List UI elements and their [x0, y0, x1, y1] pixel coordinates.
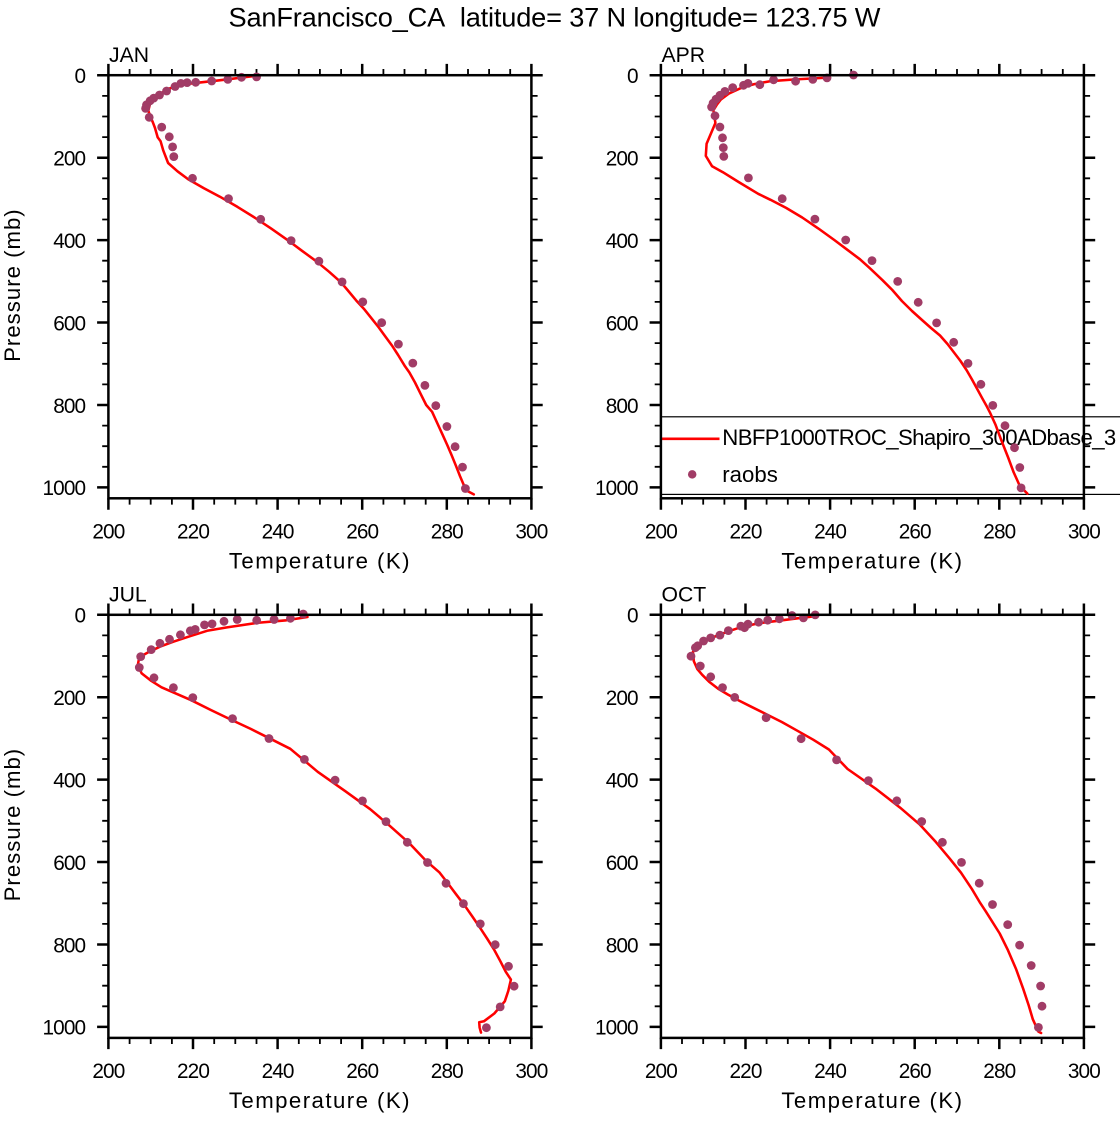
svg-text:1000: 1000 — [595, 1017, 638, 1040]
svg-text:300: 300 — [515, 1060, 547, 1083]
svg-text:0: 0 — [627, 65, 638, 88]
svg-text:Temperature (K): Temperature (K) — [781, 1088, 963, 1113]
svg-text:280: 280 — [431, 521, 463, 544]
svg-text:200: 200 — [606, 687, 638, 710]
svg-text:280: 280 — [983, 1060, 1015, 1083]
svg-text:SanFrancisco_CA latitude= 37: SanFrancisco_CA latitude= 37 N longitude… — [229, 1, 881, 32]
svg-text:300: 300 — [1068, 1060, 1100, 1083]
svg-text:1000: 1000 — [43, 1017, 86, 1040]
svg-text:220: 220 — [177, 521, 209, 544]
svg-text:Temperature (K): Temperature (K) — [229, 1088, 411, 1113]
svg-text:240: 240 — [814, 521, 846, 544]
svg-text:260: 260 — [899, 1060, 931, 1083]
svg-text:220: 220 — [177, 1060, 209, 1083]
svg-text:raobs: raobs — [722, 462, 778, 487]
svg-text:OCT: OCT — [662, 584, 707, 607]
svg-text:400: 400 — [606, 769, 638, 792]
svg-text:260: 260 — [899, 521, 931, 544]
svg-text:240: 240 — [262, 521, 294, 544]
svg-text:260: 260 — [346, 1060, 378, 1083]
svg-text:220: 220 — [730, 1060, 762, 1083]
svg-text:200: 200 — [53, 148, 85, 171]
svg-text:220: 220 — [730, 521, 762, 544]
svg-text:800: 800 — [606, 934, 638, 957]
svg-text:800: 800 — [53, 395, 85, 418]
svg-text:NBFP1000TROC_Shapiro_300ADbase: NBFP1000TROC_Shapiro_300ADbase_3 — [722, 425, 1116, 450]
svg-text:1000: 1000 — [43, 477, 86, 500]
svg-text:200: 200 — [53, 687, 85, 710]
svg-text:260: 260 — [346, 521, 378, 544]
svg-text:200: 200 — [606, 148, 638, 171]
svg-text:Pressure (mb): Pressure (mb) — [0, 748, 25, 902]
svg-text:240: 240 — [814, 1060, 846, 1083]
svg-text:0: 0 — [627, 605, 638, 628]
svg-text:400: 400 — [53, 769, 85, 792]
svg-text:JAN: JAN — [109, 44, 149, 67]
svg-text:Temperature (K): Temperature (K) — [229, 549, 411, 574]
svg-text:200: 200 — [92, 1060, 124, 1083]
svg-text:280: 280 — [431, 1060, 463, 1083]
svg-text:0: 0 — [75, 65, 86, 88]
svg-text:600: 600 — [53, 852, 85, 875]
svg-text:APR: APR — [662, 44, 706, 67]
svg-text:240: 240 — [262, 1060, 294, 1083]
svg-text:300: 300 — [515, 521, 547, 544]
svg-text:200: 200 — [645, 1060, 677, 1083]
svg-text:200: 200 — [645, 521, 677, 544]
svg-text:400: 400 — [606, 230, 638, 253]
svg-text:Pressure (mb): Pressure (mb) — [0, 208, 25, 362]
svg-text:0: 0 — [75, 605, 86, 628]
svg-text:800: 800 — [606, 395, 638, 418]
svg-text:800: 800 — [53, 934, 85, 957]
svg-text:JUL: JUL — [109, 584, 147, 607]
svg-text:600: 600 — [53, 312, 85, 335]
svg-text:600: 600 — [606, 312, 638, 335]
svg-text:300: 300 — [1068, 521, 1100, 544]
svg-text:1000: 1000 — [595, 477, 638, 500]
svg-text:Temperature (K): Temperature (K) — [781, 549, 963, 574]
svg-text:280: 280 — [983, 521, 1015, 544]
svg-text:600: 600 — [606, 852, 638, 875]
svg-text:200: 200 — [92, 521, 124, 544]
svg-text:400: 400 — [53, 230, 85, 253]
